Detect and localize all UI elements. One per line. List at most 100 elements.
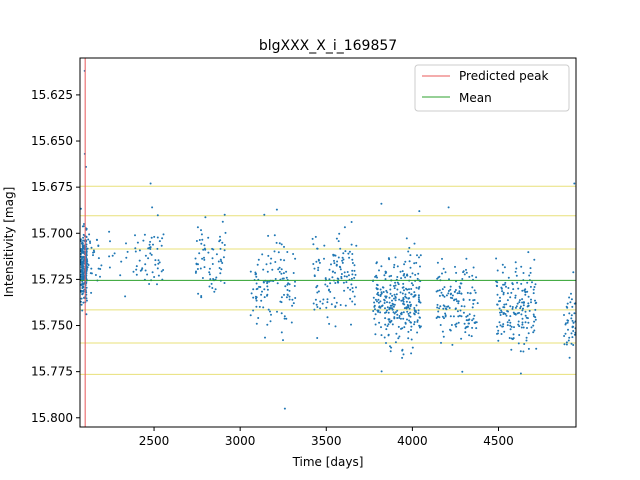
data-point xyxy=(373,301,376,304)
y-axis-ticks: 15.625 15.650 15.675 15.700 15.725 15.750 15.7… xyxy=(31,88,80,425)
data-point xyxy=(573,182,576,185)
x-tick-label: 3500 xyxy=(311,434,342,448)
data-point xyxy=(407,250,410,253)
data-point xyxy=(341,261,344,264)
data-point xyxy=(524,293,527,296)
data-point xyxy=(280,331,283,334)
data-point xyxy=(332,270,334,273)
data-point xyxy=(408,288,410,291)
data-point xyxy=(213,290,216,293)
data-point xyxy=(344,250,347,253)
data-point xyxy=(156,267,159,270)
data-point xyxy=(282,339,284,342)
data-point xyxy=(475,327,478,330)
data-point xyxy=(500,309,503,312)
data-point xyxy=(285,276,288,279)
data-point xyxy=(391,302,394,305)
data-point xyxy=(208,267,211,270)
x-tick-label: 3000 xyxy=(225,434,256,448)
data-point xyxy=(527,321,530,324)
data-point xyxy=(401,270,404,273)
data-point xyxy=(399,270,402,273)
data-point xyxy=(456,300,458,303)
data-point xyxy=(284,285,287,288)
data-point xyxy=(119,274,122,277)
data-point xyxy=(249,314,252,317)
data-point xyxy=(449,328,451,331)
data-point xyxy=(315,260,318,263)
data-point xyxy=(518,334,521,336)
data-point xyxy=(496,293,499,296)
data-point xyxy=(266,294,268,297)
data-point xyxy=(266,288,269,291)
data-point xyxy=(312,243,315,246)
data-point xyxy=(402,353,405,356)
data-point xyxy=(158,240,161,243)
data-point xyxy=(457,321,460,324)
data-point xyxy=(353,276,356,279)
data-point xyxy=(569,301,572,304)
data-point xyxy=(255,297,257,300)
data-point xyxy=(194,271,197,274)
data-point xyxy=(273,234,276,237)
legend: Predicted peak Mean xyxy=(414,64,570,112)
x-axis-ticks: 2500 3000 3500 4000 4500 xyxy=(139,427,514,448)
data-point xyxy=(403,289,405,292)
data-point xyxy=(454,265,456,268)
data-point xyxy=(402,311,405,314)
data-point xyxy=(572,271,575,274)
data-point xyxy=(339,268,342,271)
data-point xyxy=(502,323,505,326)
data-point xyxy=(417,272,420,275)
data-point xyxy=(409,275,412,278)
data-point xyxy=(201,257,204,260)
data-point xyxy=(503,283,506,286)
data-point xyxy=(333,297,336,299)
data-point xyxy=(514,261,517,264)
data-point xyxy=(518,299,521,302)
data-point xyxy=(108,230,111,233)
data-point xyxy=(260,299,263,302)
data-point xyxy=(270,257,273,260)
data-point xyxy=(511,282,514,285)
y-tick-label: 15.800 xyxy=(31,411,73,425)
data-point xyxy=(475,276,478,279)
data-point xyxy=(520,313,523,316)
data-point xyxy=(401,356,404,359)
data-point xyxy=(134,234,136,237)
data-point xyxy=(283,315,286,318)
data-point xyxy=(524,291,527,293)
data-point xyxy=(458,314,461,317)
data-point xyxy=(157,259,160,262)
data-point xyxy=(415,311,417,314)
data-point xyxy=(99,275,101,278)
data-point xyxy=(378,269,380,272)
data-point xyxy=(208,271,211,274)
data-point xyxy=(345,275,348,278)
data-point xyxy=(324,277,327,280)
data-point xyxy=(444,271,447,274)
data-point xyxy=(341,259,344,262)
data-point xyxy=(85,253,88,256)
data-point xyxy=(408,291,411,294)
data-point xyxy=(443,317,445,320)
data-point xyxy=(394,296,397,299)
data-point xyxy=(161,237,164,240)
data-point xyxy=(97,257,100,260)
data-point xyxy=(347,252,350,255)
data-point xyxy=(506,299,509,302)
data-point xyxy=(266,323,269,326)
data-point xyxy=(262,281,265,283)
data-point xyxy=(522,307,524,310)
data-point xyxy=(280,268,283,271)
data-point xyxy=(387,311,390,314)
data-point xyxy=(267,308,270,311)
data-point xyxy=(375,274,378,277)
data-point xyxy=(505,314,508,317)
data-point xyxy=(218,267,221,269)
data-point xyxy=(317,259,320,262)
data-point xyxy=(380,291,383,294)
data-point xyxy=(80,273,83,276)
data-point xyxy=(257,317,260,319)
